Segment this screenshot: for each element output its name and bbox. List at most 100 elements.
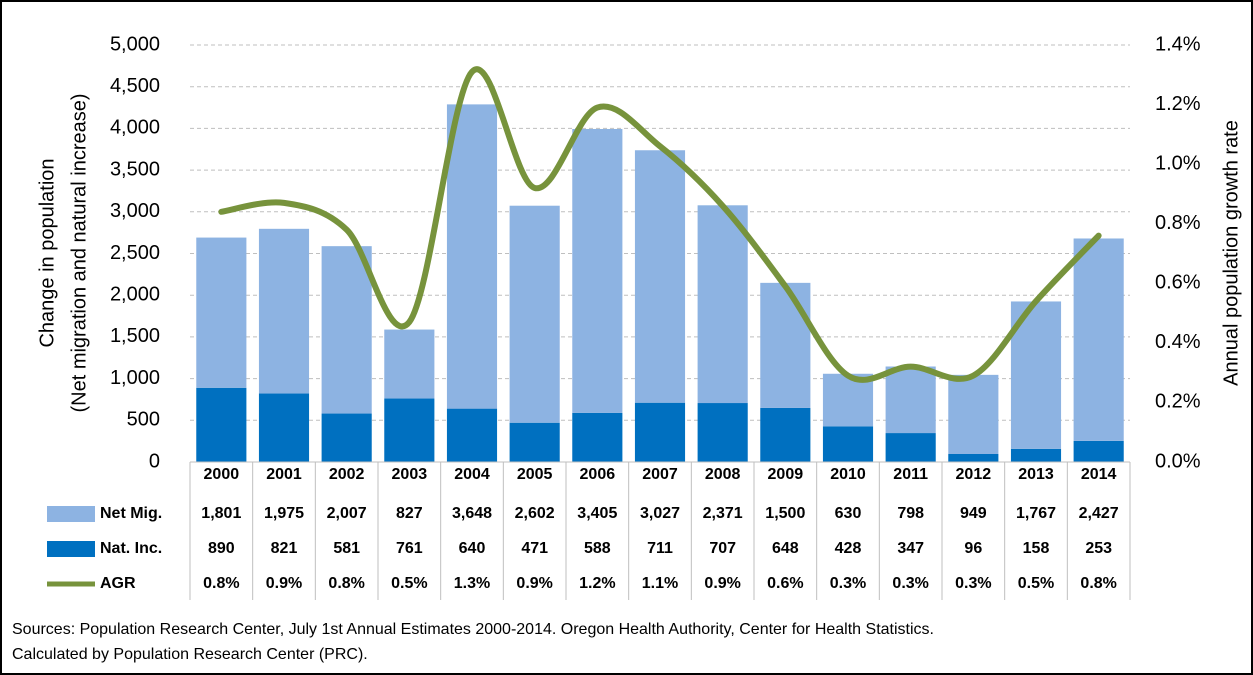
- bar: [509, 422, 560, 462]
- x-tick-label: 2005: [517, 466, 553, 483]
- bar: [634, 402, 686, 462]
- y-axis-title: Change in population: [36, 158, 58, 347]
- table-value: 1.2%: [579, 575, 615, 592]
- y2-tick-label: 1.0%: [1155, 152, 1201, 174]
- table-value: 3,027: [640, 505, 680, 522]
- x-tick-label: 2004: [454, 466, 490, 483]
- bar: [948, 453, 999, 462]
- y2-tick-label: 0.2%: [1155, 391, 1201, 413]
- y2-tick-label: 0.6%: [1155, 272, 1201, 294]
- table-value: 640: [459, 540, 486, 557]
- table-value: 949: [960, 505, 987, 522]
- table-value: 630: [835, 505, 862, 522]
- table-value: 648: [772, 540, 799, 557]
- table-value: 158: [1023, 540, 1050, 557]
- table-value: 2,371: [703, 505, 743, 522]
- table-value: 1,767: [1016, 505, 1056, 522]
- x-tick-label: 2012: [956, 466, 992, 483]
- table-value: 96: [964, 540, 982, 557]
- table-value: 1,975: [264, 505, 304, 522]
- table-value: 0.9%: [516, 575, 552, 592]
- table-value: 2,602: [515, 505, 555, 522]
- x-tick-label: 2014: [1081, 466, 1117, 483]
- x-tick-label: 2007: [642, 466, 678, 483]
- x-tick-label: 2011: [893, 466, 928, 483]
- table-value: 428: [835, 540, 862, 557]
- table-value: 1.3%: [454, 575, 490, 592]
- table-value: 0.3%: [892, 575, 928, 592]
- x-tick-label: 2001: [266, 466, 302, 483]
- bar: [572, 412, 623, 462]
- bar: [572, 128, 623, 413]
- bar: [885, 433, 936, 462]
- y-tick-label: 4,500: [110, 75, 160, 97]
- line: [218, 66, 1102, 383]
- table-value: 707: [709, 540, 736, 557]
- bar: [634, 150, 686, 403]
- table-value: 1.1%: [642, 575, 678, 592]
- legend-label: AGR: [100, 575, 136, 592]
- table-value: 0.8%: [1080, 575, 1116, 592]
- y2-axis-title: Annual population growth rate: [1220, 120, 1242, 386]
- y-tick-label: 5,000: [110, 33, 160, 55]
- bar: [321, 246, 372, 414]
- table-value: 0.3%: [830, 575, 866, 592]
- x-tick-label: 2000: [204, 466, 240, 483]
- bar: [258, 228, 310, 394]
- bar: [509, 205, 560, 423]
- bar: [446, 104, 498, 409]
- x-tick-label: 2006: [580, 466, 616, 483]
- table-value: 0.5%: [1018, 575, 1054, 592]
- bar: [760, 407, 811, 462]
- source-note: Calculated by Population Research Center…: [12, 646, 368, 663]
- y-tick-label: 4,000: [110, 117, 160, 139]
- table-value: 0.5%: [391, 575, 427, 592]
- legend-swatch: [47, 506, 95, 522]
- bar: [697, 403, 748, 462]
- x-tick-label: 2008: [705, 466, 741, 483]
- y-tick-label: 3,500: [110, 158, 160, 180]
- bar: [760, 282, 811, 408]
- bar: [697, 205, 748, 404]
- x-tick-label: 2009: [768, 466, 804, 483]
- bar: [321, 413, 372, 462]
- bar: [1073, 440, 1124, 462]
- table-value: 0.9%: [266, 575, 302, 592]
- y2-tick-label: 0.0%: [1155, 450, 1201, 472]
- bar: [196, 387, 247, 462]
- table-value: 827: [396, 505, 423, 522]
- y-tick-label: 2,500: [110, 242, 160, 264]
- x-tick-label: 2003: [392, 466, 428, 483]
- x-tick-label: 2013: [1018, 466, 1054, 483]
- y2-tick-label: 1.2%: [1155, 93, 1201, 115]
- y-tick-label: 500: [127, 409, 160, 431]
- table-value: 2,427: [1079, 505, 1119, 522]
- table-value: 581: [333, 540, 360, 557]
- table-value: 347: [897, 540, 924, 557]
- bar: [822, 426, 874, 462]
- bar: [885, 366, 936, 434]
- table-value: 3,648: [452, 505, 492, 522]
- source-note: Sources: Population Research Center, Jul…: [12, 621, 934, 638]
- y-tick-label: 1,000: [110, 367, 160, 389]
- table-value: 471: [521, 540, 548, 557]
- y2-tick-label: 0.4%: [1155, 331, 1201, 353]
- bar: [196, 237, 247, 388]
- x-tick-label: 2002: [329, 466, 365, 483]
- legend-label: Nat. Inc.: [100, 540, 162, 557]
- y-tick-label: 2,000: [110, 283, 160, 305]
- legend-label: Net Mig.: [100, 505, 162, 522]
- legend-swatch: [47, 541, 95, 557]
- table-value: 588: [584, 540, 611, 557]
- bar: [948, 374, 999, 454]
- table-value: 253: [1085, 540, 1112, 557]
- table-value: 798: [897, 505, 924, 522]
- y-axis-title: (Net migration and natural increase): [68, 93, 90, 412]
- bar: [1010, 448, 1062, 462]
- bar: [446, 408, 498, 462]
- y2-tick-label: 1.4%: [1155, 33, 1201, 55]
- bar: [1073, 238, 1124, 441]
- table-value: 821: [271, 540, 298, 557]
